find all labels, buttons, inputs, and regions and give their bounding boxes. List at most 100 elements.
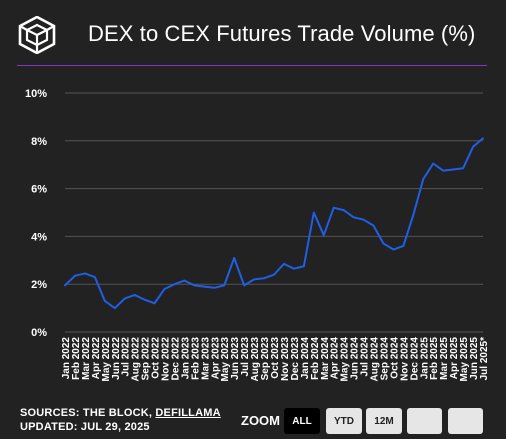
x-tick-label: Sep 2024 bbox=[379, 337, 390, 381]
data-point[interactable] bbox=[142, 297, 147, 302]
data-point[interactable] bbox=[331, 205, 336, 210]
zoom-ytd-button[interactable]: YTD bbox=[326, 408, 362, 434]
data-point[interactable] bbox=[311, 210, 316, 215]
x-tick-label: Dec 2022 bbox=[170, 337, 181, 381]
data-point[interactable] bbox=[172, 282, 177, 287]
x-tick-label: Dec 2024 bbox=[409, 337, 420, 381]
data-point[interactable] bbox=[232, 255, 237, 260]
x-tick-label: Nov 2024 bbox=[399, 337, 410, 381]
x-tick-label: May 2023 bbox=[220, 337, 231, 382]
zoom-12m-button[interactable]: 12M bbox=[366, 408, 402, 434]
data-point[interactable] bbox=[431, 161, 436, 166]
data-point[interactable] bbox=[441, 168, 446, 173]
data-point[interactable] bbox=[301, 264, 306, 269]
x-tick-label: Feb 2022 bbox=[71, 337, 82, 380]
x-tick-label: Sep 2022 bbox=[141, 337, 152, 381]
data-point[interactable] bbox=[361, 217, 366, 222]
data-point[interactable] bbox=[63, 283, 68, 288]
x-tick-label: Nov 2022 bbox=[161, 337, 172, 381]
x-tick-label: May 2025 bbox=[459, 337, 470, 382]
data-point[interactable] bbox=[481, 136, 486, 141]
x-tick-label: Jun 2022 bbox=[111, 337, 122, 380]
data-point[interactable] bbox=[112, 306, 117, 311]
sources-prefix: SOURCES: THE BLOCK, bbox=[20, 407, 156, 419]
x-tick-label: May 2022 bbox=[101, 337, 112, 382]
x-tick-label: Mar 2023 bbox=[200, 337, 211, 380]
data-point[interactable] bbox=[341, 208, 346, 213]
x-tick-label: Jul 2022 bbox=[121, 337, 132, 377]
x-tick-label: Apr 2024 bbox=[330, 337, 341, 380]
data-point[interactable] bbox=[262, 276, 267, 281]
y-tick-label: 2% bbox=[31, 279, 47, 291]
data-point[interactable] bbox=[272, 272, 277, 277]
y-tick-label: 0% bbox=[31, 327, 47, 339]
data-point[interactable] bbox=[132, 292, 137, 297]
defillama-link[interactable]: DEFILLAMA bbox=[155, 407, 221, 419]
data-point[interactable] bbox=[162, 286, 167, 291]
x-tick-label: Apr 2022 bbox=[91, 337, 102, 380]
x-tick-label: Aug 2023 bbox=[250, 337, 261, 382]
x-tick-label: Jul 2023 bbox=[240, 337, 251, 377]
zoom-blank-button-2[interactable] bbox=[448, 408, 483, 434]
data-point[interactable] bbox=[451, 167, 456, 172]
chart-header: DEX to CEX Futures Trade Volume (%) bbox=[0, 0, 506, 66]
series-line[interactable] bbox=[64, 137, 484, 310]
x-tick-label: Aug 2022 bbox=[131, 337, 142, 382]
data-point[interactable] bbox=[242, 283, 247, 288]
chart-title: DEX to CEX Futures Trade Volume (%) bbox=[88, 21, 476, 46]
data-point[interactable] bbox=[401, 243, 406, 248]
x-tick-label: Jul 2024 bbox=[360, 337, 371, 377]
data-point[interactable] bbox=[391, 247, 396, 252]
x-tick-label: Mar 2025 bbox=[439, 337, 450, 380]
data-point[interactable] bbox=[281, 261, 286, 266]
zoom-label: ZOOM bbox=[241, 413, 280, 428]
data-point[interactable] bbox=[252, 277, 257, 282]
x-tick-label: Feb 2024 bbox=[310, 337, 321, 380]
x-tick-label: Oct 2024 bbox=[389, 337, 400, 379]
data-point[interactable] bbox=[371, 223, 376, 228]
x-tick-label: Jun 2025 bbox=[469, 337, 480, 380]
x-tick-label: May 2024 bbox=[340, 337, 351, 382]
data-point[interactable] bbox=[82, 271, 87, 276]
data-point[interactable] bbox=[471, 144, 476, 149]
y-tick-label: 4% bbox=[31, 231, 47, 243]
data-point[interactable] bbox=[222, 283, 227, 288]
data-point[interactable] bbox=[212, 285, 217, 290]
x-tick-label: Jan 2023 bbox=[180, 337, 191, 380]
data-point[interactable] bbox=[291, 266, 296, 271]
data-point[interactable] bbox=[461, 166, 466, 171]
x-tick-label: Sep 2023 bbox=[260, 337, 271, 381]
data-point[interactable] bbox=[381, 241, 386, 246]
x-tick-label: Mar 2024 bbox=[320, 337, 331, 380]
data-point[interactable] bbox=[182, 278, 187, 283]
data-point[interactable] bbox=[122, 296, 127, 301]
data-point[interactable] bbox=[192, 283, 197, 288]
x-tick-label: Feb 2023 bbox=[190, 337, 201, 380]
x-tick-label: Jul 2025* bbox=[479, 337, 490, 380]
x-tick-label: Nov 2023 bbox=[280, 337, 291, 381]
y-tick-label: 6% bbox=[31, 184, 47, 196]
x-tick-label: Apr 2025 bbox=[449, 337, 460, 380]
data-point[interactable] bbox=[102, 298, 107, 303]
x-tick-label: Apr 2023 bbox=[210, 337, 221, 380]
data-point[interactable] bbox=[202, 284, 207, 289]
data-point[interactable] bbox=[92, 275, 97, 280]
zoom-blank-button-1[interactable] bbox=[407, 408, 442, 434]
data-point[interactable] bbox=[321, 233, 326, 238]
data-point[interactable] bbox=[421, 177, 426, 182]
sources-note: SOURCES: THE BLOCK, DEFILLAMA bbox=[20, 407, 221, 419]
data-point[interactable] bbox=[411, 212, 416, 217]
header-divider bbox=[17, 65, 487, 66]
x-tick-label: Jan 2025 bbox=[419, 337, 430, 380]
y-tick-label: 10% bbox=[25, 88, 47, 100]
x-tick-label: Feb 2025 bbox=[429, 337, 440, 380]
x-tick-label: Jun 2024 bbox=[350, 337, 361, 380]
data-point[interactable] bbox=[72, 273, 77, 278]
x-tick-label: Jan 2022 bbox=[61, 337, 72, 380]
x-tick-label: Oct 2023 bbox=[270, 337, 281, 379]
x-tick-label: Dec 2023 bbox=[290, 337, 301, 381]
zoom-all-button[interactable]: ALL bbox=[284, 408, 320, 434]
data-point[interactable] bbox=[351, 215, 356, 220]
data-point[interactable] bbox=[152, 301, 157, 306]
